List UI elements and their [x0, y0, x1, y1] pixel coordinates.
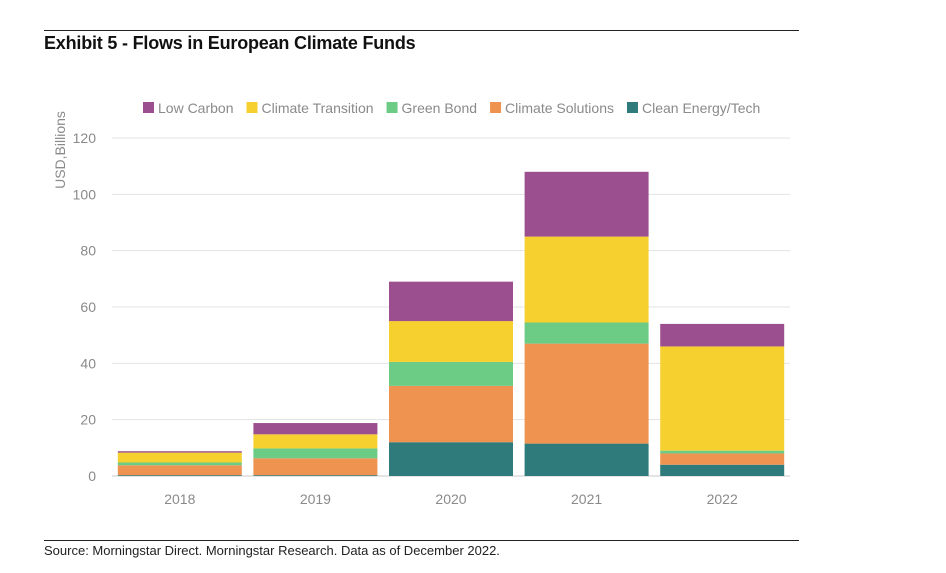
bar-segment-climate-transition-2021 [524, 236, 649, 323]
top-rule [44, 30, 799, 31]
bar-segment-climate-solutions-2018 [117, 465, 242, 476]
bar-segment-climate-solutions-2020 [389, 385, 513, 443]
legend-label: Climate Solutions [505, 100, 614, 116]
bar-segment-clean-energy-tech-2021 [524, 443, 649, 476]
bar-segment-green-bond-2020 [389, 361, 513, 386]
y-tick-label: 40 [80, 355, 96, 371]
bar-segment-clean-energy-tech-2019 [253, 475, 378, 476]
bar-segment-low-carbon-2022 [660, 323, 785, 347]
y-tick-label: 80 [80, 243, 96, 259]
bar-segment-clean-energy-tech-2020 [389, 442, 513, 476]
legend-label: Clean Energy/Tech [642, 100, 760, 116]
bar-segment-green-bond-2022 [660, 450, 785, 454]
legend-swatch [490, 102, 502, 113]
bar-segment-climate-transition-2022 [660, 346, 785, 451]
y-tick-label: 0 [88, 468, 96, 484]
x-tick-label: 2018 [164, 491, 195, 507]
x-tick-label: 2021 [571, 491, 602, 507]
legend-swatch [246, 102, 258, 113]
y-tick-label: 20 [80, 412, 96, 428]
legend-swatch [626, 102, 638, 113]
bar-segment-green-bond-2019 [253, 448, 378, 459]
x-axis-ticks: 2018 2019 2020 2021 2022 [164, 491, 738, 507]
x-tick-label: 2022 [707, 491, 738, 507]
bar-segment-climate-transition-2020 [389, 321, 513, 362]
y-axis-ticks: 0 20 40 60 80 100 120 [73, 130, 97, 484]
x-tick-label: 2019 [300, 491, 331, 507]
y-tick-label: 60 [80, 299, 96, 315]
legend-label: Low Carbon [158, 100, 234, 116]
y-axis-label: USD,Billions [52, 111, 68, 189]
bar-segment-clean-energy-tech-2018 [117, 475, 242, 476]
bar-segment-low-carbon-2021 [524, 171, 649, 237]
bar-segment-climate-solutions-2019 [253, 458, 378, 476]
chart-title: Exhibit 5 - Flows in European Climate Fu… [44, 33, 416, 53]
legend-label: Climate Transition [262, 100, 374, 116]
bars [117, 171, 785, 476]
x-tick-label: 2020 [435, 491, 466, 507]
bottom-rule [44, 540, 799, 541]
legend-label: Green Bond [402, 100, 478, 116]
bar-segment-climate-transition-2018 [117, 452, 242, 463]
bar-segment-low-carbon-2019 [253, 423, 378, 435]
source-note: Source: Morningstar Direct. Morningstar … [44, 543, 500, 558]
bar-segment-climate-transition-2019 [253, 434, 378, 449]
bar-segment-clean-energy-tech-2022 [660, 464, 785, 476]
bar-segment-low-carbon-2018 [117, 451, 242, 453]
legend-swatch [143, 102, 154, 113]
y-tick-label: 120 [73, 130, 97, 146]
bar-segment-low-carbon-2020 [389, 281, 513, 322]
legend: Low Carbon Climate Transition Green Bond Cl… [143, 100, 760, 116]
y-tick-label: 100 [73, 186, 97, 202]
bar-segment-climate-solutions-2021 [524, 343, 649, 444]
bar-segment-green-bond-2018 [117, 462, 242, 466]
bar-segment-climate-solutions-2022 [660, 453, 785, 465]
bar-segment-green-bond-2021 [524, 322, 649, 344]
legend-swatch [386, 102, 398, 113]
